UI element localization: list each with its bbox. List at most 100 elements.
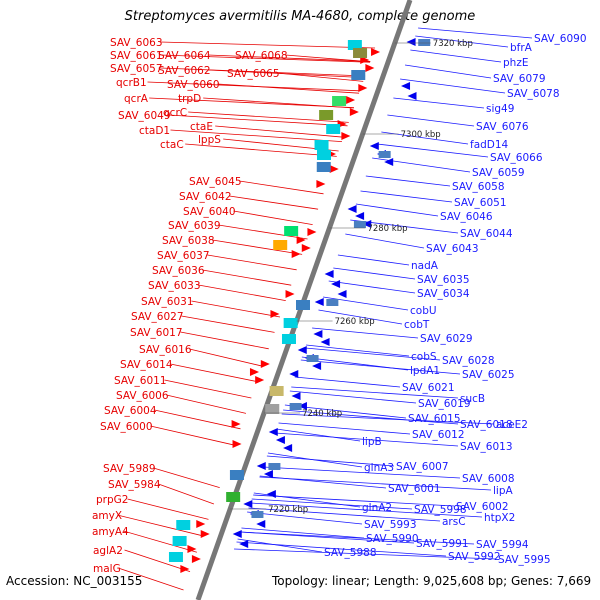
leader-line — [117, 514, 203, 537]
leader-line — [124, 549, 191, 572]
left-gene-label: SAV_6014 — [120, 359, 173, 371]
leader-line — [345, 233, 425, 249]
left-gene-label: SAV_6039 — [168, 220, 221, 232]
left-gene-label: SAV_6016 — [139, 344, 192, 356]
reverse-gene-arrow — [384, 158, 394, 166]
leader-line — [294, 376, 401, 388]
reverse-gene-arrow — [297, 402, 307, 410]
gene-block — [347, 40, 362, 50]
leader-line — [305, 347, 441, 361]
right-gene-label: SAV_6078 — [507, 88, 560, 100]
reverse-gene-arrow — [355, 212, 365, 220]
right-gene-label: lpdA1 — [410, 365, 440, 377]
gene-block — [265, 404, 280, 414]
right-gene-label: bfrA — [510, 42, 533, 54]
leader-line — [300, 359, 461, 375]
gene-block — [378, 151, 391, 158]
right-gene-label: cobT — [404, 319, 430, 331]
leader-line — [123, 530, 198, 553]
leader-line — [150, 425, 235, 446]
right-gene-label: SAV_6015 — [408, 413, 461, 425]
right-gene-label: SAV_6012 — [412, 429, 465, 441]
leader-line — [289, 390, 417, 404]
left-gene-label: SAV_6006 — [116, 390, 169, 402]
forward-gene-arrow — [187, 545, 197, 553]
right-gene-label: SAV_5988 — [324, 547, 377, 559]
leader-line — [215, 125, 344, 138]
left-gene-label: SAV_6017 — [130, 327, 183, 339]
left-gene-label: SAV_6033 — [148, 280, 201, 292]
leader-line — [247, 511, 363, 525]
left-gene-label: SAV_6061 — [110, 50, 163, 62]
gene-block — [289, 403, 302, 410]
kbp-scale-label: 7320 kbp — [433, 39, 473, 49]
leader-line — [160, 67, 366, 77]
reverse-gene-arrow — [407, 92, 417, 100]
leader-line — [234, 548, 497, 560]
left-gene-label: SAV_6068 — [235, 50, 288, 62]
gene-block — [273, 240, 288, 250]
gene-block — [284, 226, 299, 236]
right-gene-label: SAV_6035 — [417, 274, 470, 286]
leader-line — [189, 348, 263, 367]
left-gene-label: prpG2 — [96, 494, 128, 506]
gene-block — [326, 299, 339, 306]
leader-line — [337, 254, 410, 266]
reverse-gene-arrow — [266, 490, 276, 498]
reverse-gene-arrow — [283, 444, 293, 452]
gene-block — [176, 520, 191, 530]
right-gene-label: arsC — [442, 516, 466, 528]
left-gene-label: SAV_6045 — [189, 176, 242, 188]
gene-block — [168, 552, 183, 562]
forward-gene-arrow — [365, 64, 375, 72]
leader-line — [181, 315, 275, 333]
reverse-gene-arrow — [289, 370, 299, 378]
forward-gene-arrow — [255, 376, 265, 384]
leader-line — [415, 35, 509, 48]
left-gene-label: SAV_6062 — [158, 65, 211, 77]
leader-line — [208, 54, 371, 62]
right-gene-label: SAV_6007 — [396, 461, 449, 473]
leader-line — [372, 157, 471, 173]
left-gene-label: qcrA — [124, 93, 149, 105]
gene-block — [251, 511, 264, 518]
kbp-scale-label: 7220 kbp — [268, 505, 308, 515]
forward-gene-arrow — [260, 360, 270, 368]
scale-labels: 7320 kbp 7300 kbp 7280 kbp 7260 kbp 7240 kbp… — [230, 39, 473, 515]
right-gene-label: SAV_6021 — [402, 382, 455, 394]
leader-line — [360, 190, 453, 203]
left-gene-label: lppS — [198, 134, 221, 146]
leader-line — [229, 195, 319, 210]
leader-line — [207, 254, 297, 271]
left-gene-label: amyX — [92, 510, 122, 522]
reverse-gene-arrow — [297, 346, 307, 354]
gene-block — [319, 110, 334, 120]
reverse-gene-arrow — [239, 540, 249, 548]
right-gene-label: SAV_5990 — [366, 533, 419, 545]
right-gene-label: lipA — [493, 485, 513, 497]
left-gene-label: SAV_6042 — [179, 191, 232, 203]
right-gene-label: SAV_5993 — [364, 519, 417, 531]
left-gene-label: SAV_6004 — [104, 405, 157, 417]
left-gene-label: SAV_6065 — [227, 68, 280, 80]
gene-block — [326, 124, 341, 134]
forward-gene-arrow — [285, 290, 295, 298]
right-gene-label: SAV_6019 — [418, 398, 471, 410]
left-gene-label: SAV_6038 — [162, 235, 215, 247]
genome-summary-text: Topology: linear; Length: 9,025,608 bp; … — [272, 574, 592, 588]
left-gene-label: malG — [93, 563, 121, 575]
left-gene-label: qcrB1 — [116, 77, 147, 89]
leader-line — [239, 180, 324, 195]
right-gene-label: SAV_6034 — [417, 288, 470, 300]
left-gene-label: aglA2 — [93, 545, 123, 557]
leader-line — [404, 64, 492, 79]
right-gene-label: SAV_6013 — [460, 441, 513, 453]
right-gene-label: SAV_6046 — [440, 211, 493, 223]
right-gene-label: SAV_6059 — [472, 167, 525, 179]
right-gene-label: SAV_5991 — [416, 538, 469, 550]
leader-line — [218, 224, 308, 240]
left-gene-label: SAV_6060 — [167, 79, 220, 91]
right-gene-label: sig49 — [486, 103, 514, 115]
left-gene-label: trpD — [178, 93, 201, 105]
left-gene-label: SAV_5989 — [103, 463, 156, 475]
